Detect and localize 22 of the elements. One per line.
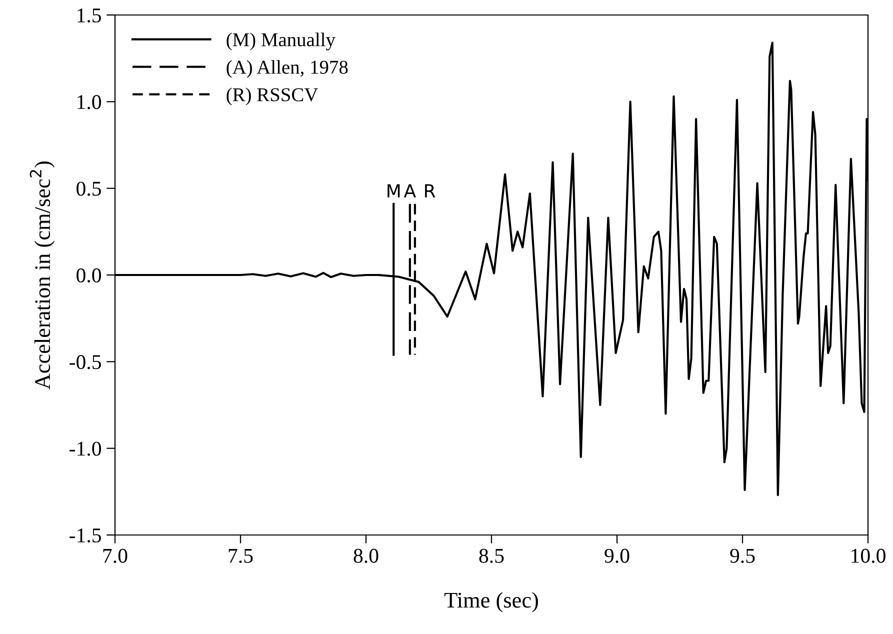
x-tick-label: 10.0 [852,548,886,563]
y-tick-label: 1.0 [78,95,102,110]
annotation: R [425,184,436,198]
legend-label: (M) Manually [226,32,336,50]
x-tick-label: 7.5 [228,549,253,563]
y-tick-label: 0.5 [76,182,101,196]
y-tick-label: -0.5 [70,355,101,370]
y-tick-label: -1.5 [70,528,101,543]
x-tick-label: 8.5 [479,548,504,563]
y-tick-label: 0.0 [76,268,102,283]
x-tick-label: 8.0 [354,548,378,563]
annotation: A [404,184,416,198]
legend-label: (R) RSSCV [226,88,318,106]
x-tick-label: 9.0 [604,548,630,563]
y-tick-label: -1.0 [70,442,102,456]
x-axis-title: Time (sec) [444,592,538,612]
y-tick-label: 1.5 [78,8,101,23]
y-axis-title: Acceleration in (cm/sec$^{2}$) [30,162,55,390]
legend-label: (A) Allen, 1978 [226,60,348,78]
x-tick-label: 7.0 [103,548,128,563]
x-tick-label: 9.5 [730,548,755,563]
annotation: M [388,184,400,198]
